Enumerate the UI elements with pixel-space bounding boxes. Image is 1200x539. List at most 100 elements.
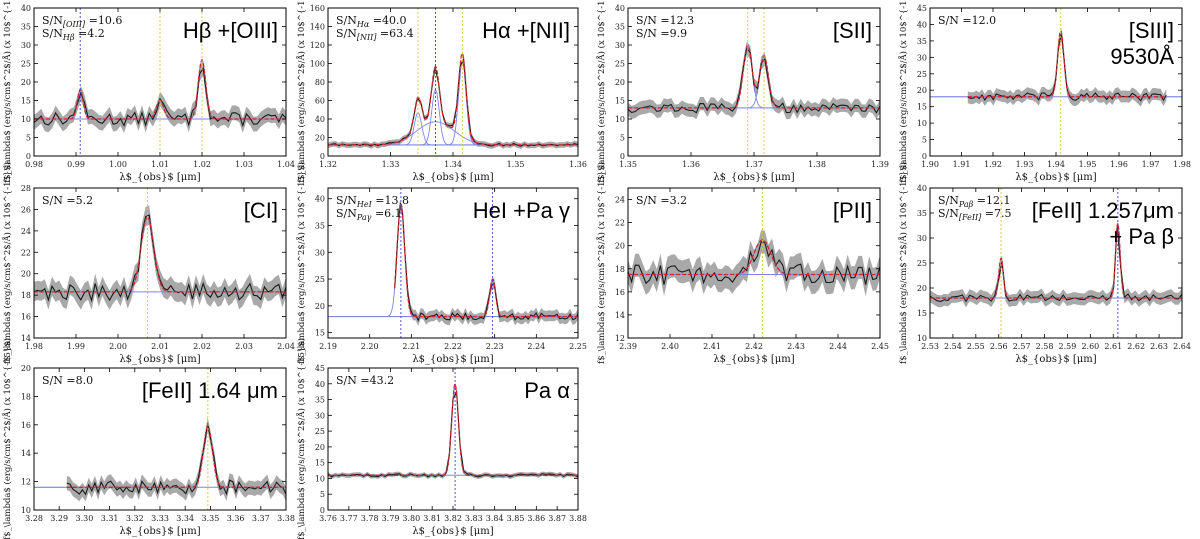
model-fit [394,202,578,318]
y-tick-label: 0 [320,506,325,515]
plot-area [628,188,880,338]
x-tick-label: 1.93 [1016,160,1034,169]
y-tick-label: 20 [917,284,927,293]
x-tick-label: 2.58 [1036,342,1054,351]
y-tick-label: 10 [315,474,325,483]
x-tick-label: 2.59 [1059,342,1077,351]
panel-4: 1.90 1.91 1.92 1.93 1.94 1.95 1.96 1.97 1.98 0 5 10… [897,0,1191,183]
x-axis: 1.90 1.91 1.92 1.93 1.94 1.95 1.96 1.97 1.98 [921,8,1191,169]
x-tick-label: 3.37 [252,514,270,523]
x-axis: 2.39 2.40 2.41 2.42 2.43 2.44 2.45 [619,188,889,351]
x-axis: 0.98 0.99 1.00 1.01 1.02 1.03 1.04 [25,8,295,169]
x-axis: 2.53 2.54 2.55 2.56 2.57 2.58 2.59 2.60 2.61 2.62… [921,188,1191,351]
x-axis: 2.19 2.20 2.21 2.22 2.23 2.24 2.25 [319,188,587,351]
plot-area [628,8,880,156]
y-tick-label: 15 [917,103,927,112]
x-tick-label: 2.43 [787,342,805,351]
sn-annotation-1: S/N =43.2 [336,374,394,387]
plot-area [34,368,286,510]
y-axis-label: f$_\lambda$ (erg/s/cm$^2$/Å) (x 10$^{-15… [897,162,909,364]
x-tick-label: 2.03 [235,342,253,351]
y-tick-label: 20 [21,270,31,279]
y-axis: 0 5 10 15 20 25 30 35 40 [615,4,880,161]
x-tick-label: 2.40 [661,342,679,351]
y-tick-label: 26 [21,205,31,214]
x-tick-label: 2.04 [277,342,295,351]
x-axis-label: λ$_{obs}$ [μm] [119,172,200,183]
y-tick-label: 22 [615,219,625,228]
x-tick-label: 1.04 [277,160,295,169]
y-tick-label: 20 [21,364,31,373]
y-axis-label: f$_\lambda$ (erg/s/cm$^2$/Å) (x 10$^{-15… [295,338,307,539]
y-tick-label: 16 [21,421,31,430]
y-tick-label: 10 [917,119,927,128]
y-tick-label: 22 [21,248,31,257]
x-tick-label: 2.24 [527,342,545,351]
x-axis-label: λ$_{obs}$ [μm] [412,354,493,365]
sn-annotation-2: S/N[NII] =63.4 [336,27,414,42]
x-tick-label: 3.28 [25,514,43,523]
x-tick-label: 3.78 [361,514,379,523]
y-axis-label: f$_\lambda$ (erg/s/cm$^2$/Å) (x 10$^{-15… [295,162,307,364]
x-axis-label: λ$_{obs}$ [μm] [713,354,794,365]
plot-area [930,8,1182,156]
y-tick-label: 16 [21,313,31,322]
y-tick-label: 45 [315,364,325,373]
sn-annotation-1: S/NHα =40.0 [336,14,406,29]
y-axis: 0 5 10 15 20 25 30 35 40 45 [315,364,578,515]
x-tick-label: 1.90 [921,160,939,169]
y-tick-label: 120 [310,41,325,50]
x-tick-label: 2.00 [109,342,127,351]
x-tick-label: 3.76 [319,514,337,523]
y-axis-label: f$_\lambda$ (erg/s/cm$^2$/Å) (x 10$^{-15… [595,0,607,183]
x-tick-label: 3.33 [151,514,169,523]
y-axis-label: f$_\lambda$ (erg/s/cm$^2$/Å) (x 10$^{-15… [897,0,909,183]
gaussian-component-1 [628,44,880,109]
y-tick-label: 14 [615,311,625,320]
sn-annotation-2: S/N =9.9 [636,27,687,40]
panel-10: 3.76 3.77 3.78 3.79 3.80 3.81 3.82 3.83 3.84 3.85… [295,338,587,539]
x-tick-label: 1.38 [808,160,826,169]
y-tick-label: 35 [21,23,31,32]
y-tick-label: 30 [917,234,927,243]
line-title-1: HeI +Pa γ [473,198,570,223]
y-tick-label: 5 [26,134,31,143]
x-tick-label: 3.84 [486,514,504,523]
x-tick-label: 1.03 [235,160,253,169]
sn-annotation-1: S/N =12.0 [938,14,996,27]
y-tick-label: 25 [917,70,927,79]
y-tick-label: 35 [315,222,325,231]
y-tick-label: 0 [320,152,325,161]
x-tick-label: 2.45 [871,342,889,351]
x-tick-label: 1.95 [1079,160,1097,169]
y-tick-label: 10 [615,115,625,124]
y-tick-label: 14 [21,334,31,343]
x-axis-label: λ$_{obs}$ [μm] [713,172,794,183]
x-tick-label: 1.91 [953,160,971,169]
x-tick-label: 1.02 [193,160,211,169]
x-tick-label: 1.98 [1173,160,1191,169]
model-fit [967,30,1167,98]
x-tick-label: 1.34 [444,160,462,169]
y-tick-label: 25 [21,60,31,69]
y-tick-label: 160 [310,4,325,13]
sn-annotation-1: S/N =3.2 [636,194,687,207]
x-axis: 3.76 3.77 3.78 3.79 3.80 3.81 3.82 3.83 3.84 3.85… [319,368,587,523]
y-tick-label: 35 [315,396,325,405]
x-axis: 1.98 1.99 2.00 2.01 2.02 2.03 2.04 [25,188,295,351]
model-fit [628,239,880,276]
x-tick-label: 1.98 [25,342,43,351]
sn-annotation-2: S/N[FeII] =7.5 [938,207,1012,222]
y-tick-label: 25 [315,275,325,284]
x-tick-label: 1.39 [871,160,889,169]
line-title-1: [SIII] [1129,18,1174,43]
x-tick-label: 2.42 [745,342,763,351]
x-tick-label: 1.37 [745,160,763,169]
sn-annotation-2: S/NPaγ =6.1 [336,207,402,222]
x-axis-label: λ$_{obs}$ [μm] [1015,172,1096,183]
y-tick-label: 30 [315,248,325,257]
x-tick-label: 1.96 [1110,160,1128,169]
error-band [967,27,1167,107]
error-band [34,205,286,310]
